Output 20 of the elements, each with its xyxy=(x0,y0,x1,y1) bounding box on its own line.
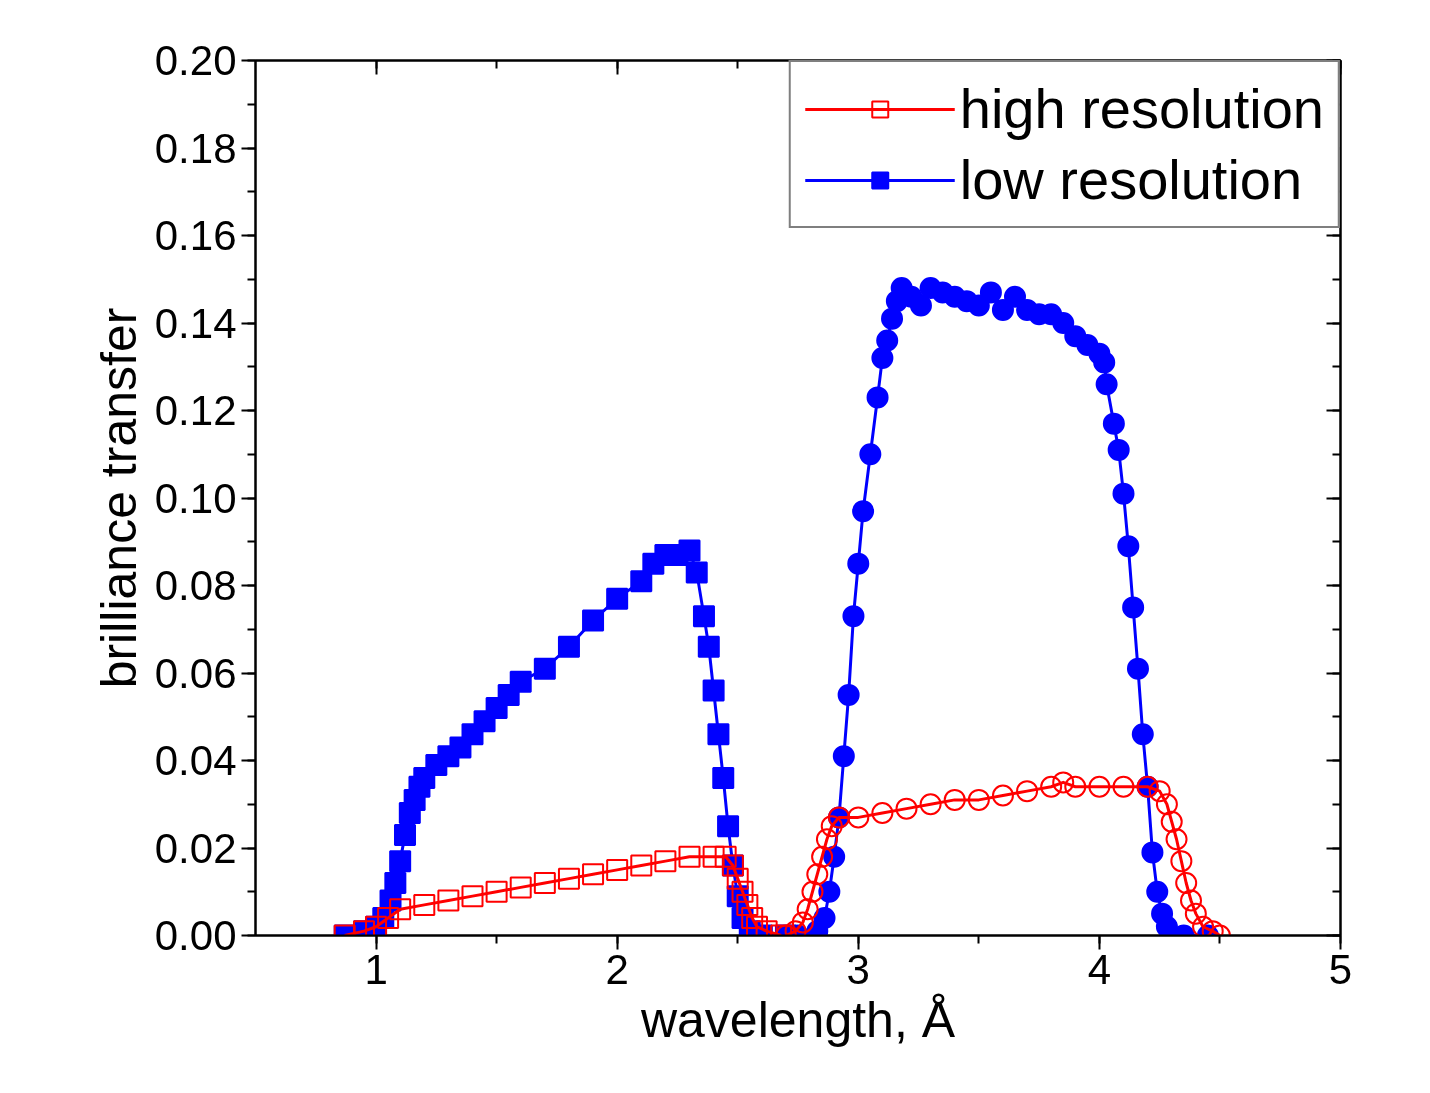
y-tick-label: 0.14 xyxy=(154,299,237,347)
x-tick-label: 2 xyxy=(605,945,629,993)
y-tick-label: 0.16 xyxy=(154,212,237,259)
y-tick-label: 0.20 xyxy=(154,37,237,84)
y-tick-label: 0.04 xyxy=(154,737,237,784)
y-tick-label: 0.00 xyxy=(154,912,237,959)
y-tick-label: 0.08 xyxy=(154,562,237,609)
legend-label: high resolution xyxy=(959,76,1324,141)
x-tick-label: 1 xyxy=(364,945,388,993)
y-tick-label: 0.18 xyxy=(154,124,237,172)
x-axis-title: wavelength, Å xyxy=(639,991,956,1048)
y-tick-label: 0.06 xyxy=(154,649,237,697)
y-axis-title: brilliance transfer xyxy=(90,307,147,689)
y-tick-label: 0.10 xyxy=(154,474,237,522)
x-tick-label: 4 xyxy=(1087,945,1112,993)
legend-label: low resolution xyxy=(959,147,1303,212)
y-tick-label: 0.12 xyxy=(154,387,237,434)
x-tick-label: 5 xyxy=(1328,945,1353,993)
y-tick-label: 0.02 xyxy=(154,824,237,872)
x-tick-label: 3 xyxy=(846,945,870,993)
